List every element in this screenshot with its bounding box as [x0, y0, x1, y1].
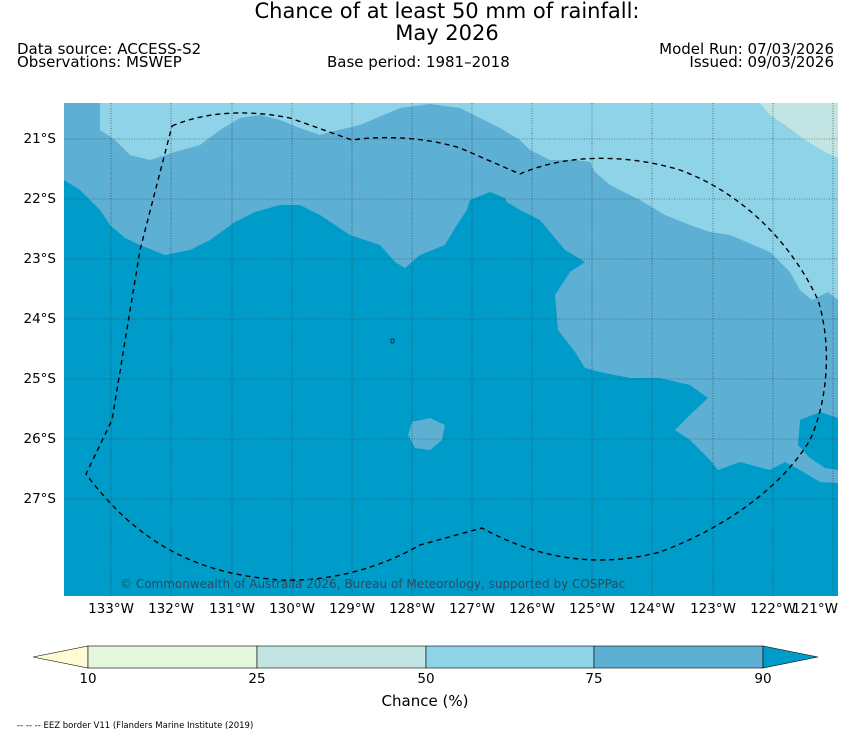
lon-label: 122°W: [750, 601, 796, 617]
lon-label: 130°W: [269, 601, 315, 617]
lat-label: 25°S: [23, 371, 57, 387]
graticule: [64, 103, 838, 596]
lon-label: 126°W: [509, 601, 555, 617]
colorbar-tick: 10: [79, 671, 97, 687]
lon-label: 133°W: [88, 601, 134, 617]
colorbar-above-90: [762, 645, 819, 669]
base-period-text: Base period: 1981–2018: [327, 53, 510, 71]
colorbar-50-75: [425, 645, 595, 669]
region-25-50: [760, 103, 838, 158]
lat-label: 27°S: [23, 491, 57, 507]
colorbar-tick: 90: [754, 671, 772, 687]
colorbar-10-25: [87, 645, 258, 669]
lon-label: 131°W: [209, 601, 255, 617]
lon-label: 121°W: [792, 601, 838, 617]
data-source-text: Data source: ACCESS-S2: [17, 40, 202, 58]
issued-text: Issued: 09/03/2026: [689, 53, 834, 71]
observations-text: Observations: MSWEP: [17, 53, 182, 71]
colorbar-75-90: [593, 645, 764, 669]
lon-label: 128°W: [389, 601, 435, 617]
colorbar-tick: 25: [248, 671, 266, 687]
colorbar-tick: 75: [585, 671, 603, 687]
region-50-75: [100, 103, 838, 300]
lon-label: 125°W: [569, 601, 615, 617]
region-above-90-patch-east: [798, 412, 838, 470]
colorbar-tick: 50: [417, 671, 435, 687]
colorbar: [32, 645, 819, 669]
copyright-text: © Commonwealth of Australia 2026, Bureau…: [120, 577, 626, 591]
lon-label: 132°W: [148, 601, 194, 617]
lat-label: 26°S: [23, 431, 57, 447]
lon-label: 124°W: [629, 601, 675, 617]
lon-label: 129°W: [329, 601, 375, 617]
map-title-line1: Chance of at least 50 mm of rainfall:: [254, 0, 640, 23]
colorbar-label: Chance (%): [381, 692, 469, 710]
eez-footnote: -- -- -- EEZ border V11 (Flanders Marine…: [17, 721, 254, 731]
eez-border: [85, 112, 828, 581]
lat-label: 22°S: [23, 191, 57, 207]
lat-label: 21°S: [23, 131, 57, 147]
lon-label: 123°W: [690, 601, 736, 617]
island-marker: [390, 338, 395, 344]
colorbar-below-10: [32, 645, 89, 669]
map-title-line2: May 2026: [395, 21, 499, 45]
lat-label: 23°S: [23, 251, 57, 267]
region-75-90-patch: [408, 418, 445, 450]
model-run-text: Model Run: 07/03/2026: [659, 40, 834, 58]
lon-label: 127°W: [449, 601, 495, 617]
region-above-90-patch: [465, 192, 512, 240]
lat-label: 24°S: [23, 311, 57, 327]
colorbar-25-50: [256, 645, 427, 669]
